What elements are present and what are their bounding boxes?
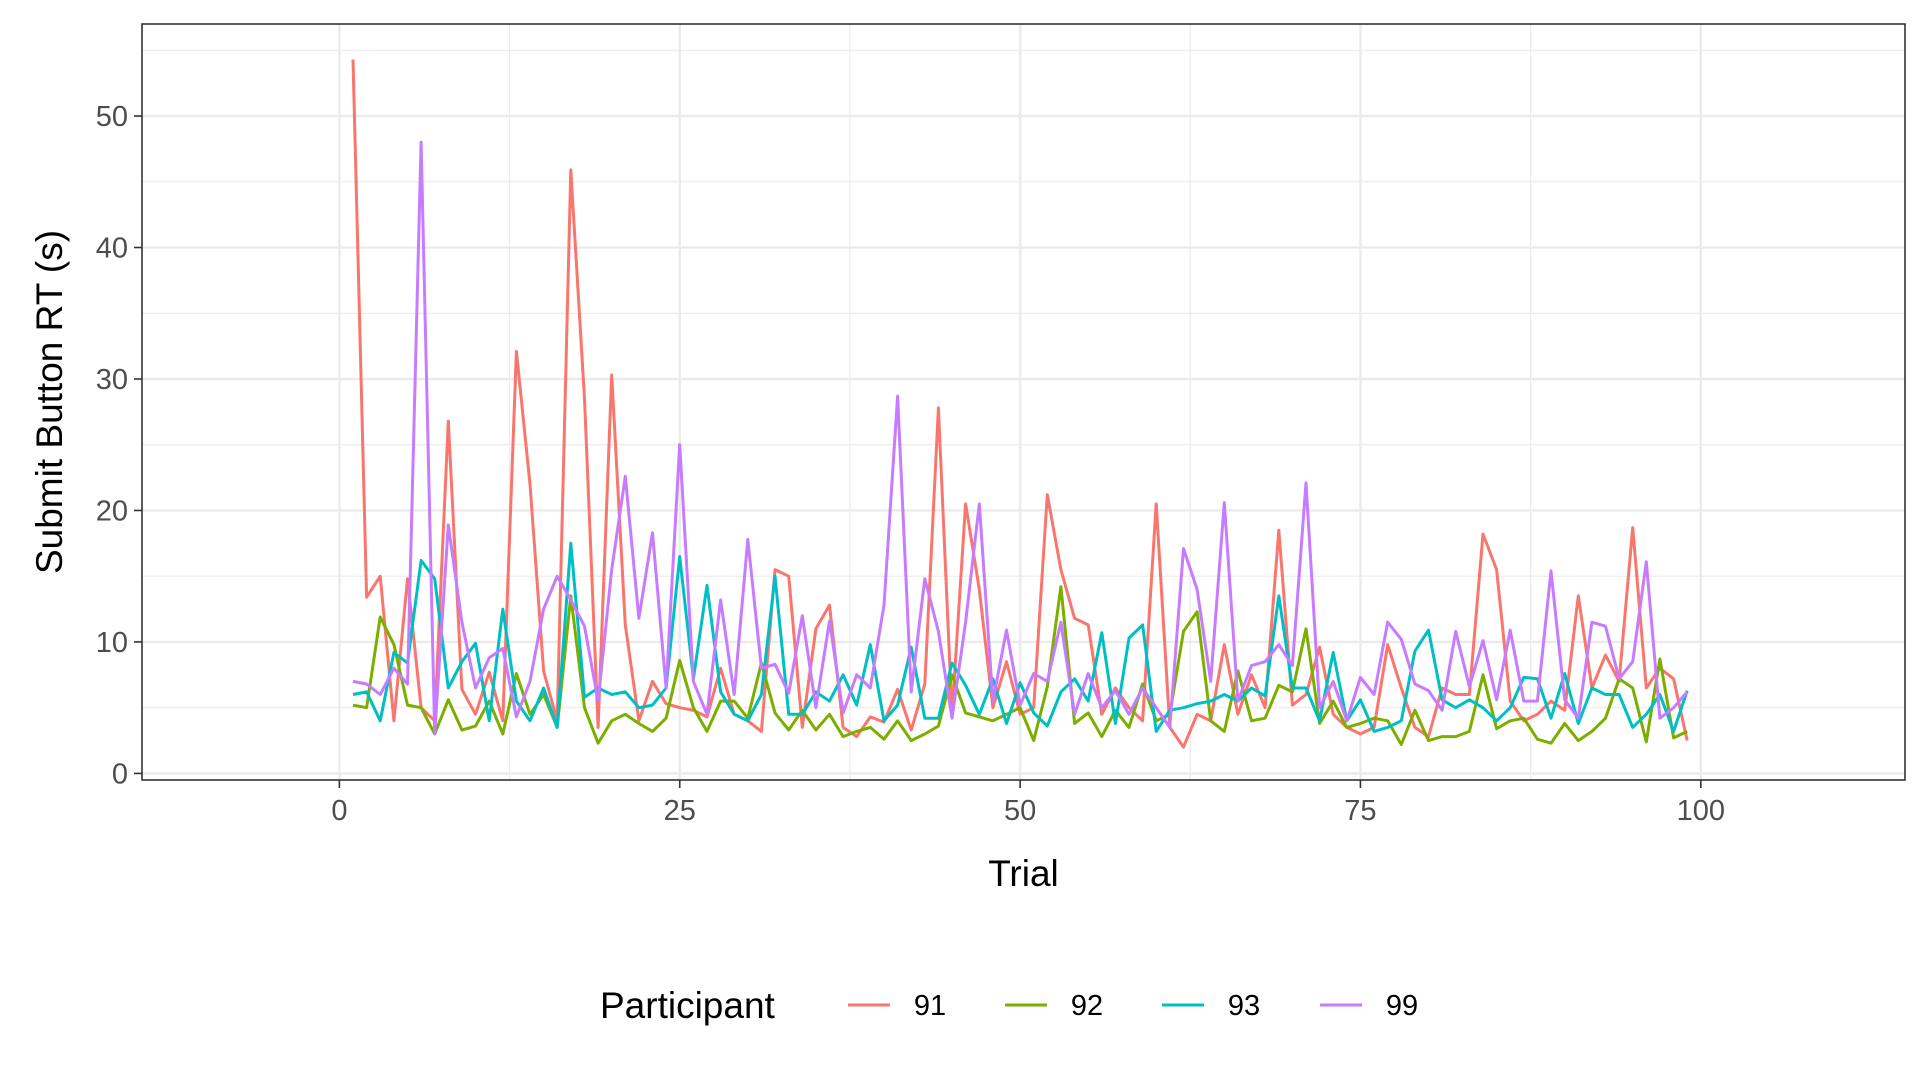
legend-label-92: 92 [1071,990,1103,1022]
x-tick-label: 50 [1004,795,1036,827]
x-tick-label: 25 [664,795,696,827]
major-gridlines [142,24,1905,780]
legend-label-99: 99 [1386,990,1418,1022]
y-tick-label: 30 [96,364,128,396]
series-line-93 [352,541,1689,733]
series-line-92 [352,585,1688,746]
panel-border [141,23,1906,781]
y-tick-label: 0 [112,758,128,790]
y-tick-label: 10 [96,627,128,659]
legend-label-91: 91 [914,990,946,1022]
y-axis: 0 10 20 30 40 50 [96,101,142,790]
x-tick-label: 0 [331,795,347,827]
x-axis-title: Trial [988,853,1059,894]
legend-label-93: 93 [1228,990,1260,1022]
y-tick-label: 40 [96,233,128,265]
x-tick-label: 100 [1677,795,1725,827]
series-line-91 [351,59,1689,749]
series-lines [351,59,1689,749]
y-axis-title: Submit Button RT (s) [29,230,70,574]
x-axis: 0 25 50 75 100 [331,780,1725,827]
legend-title: Participant [600,985,776,1026]
plot-panel [141,23,1906,781]
legend: Participant 91 92 93 99 [600,985,1418,1026]
y-tick-label: 20 [96,495,128,527]
series-line-99 [352,140,1689,736]
x-tick-label: 75 [1344,795,1376,827]
y-tick-label: 50 [96,101,128,133]
minor-gridlines [142,24,1905,780]
